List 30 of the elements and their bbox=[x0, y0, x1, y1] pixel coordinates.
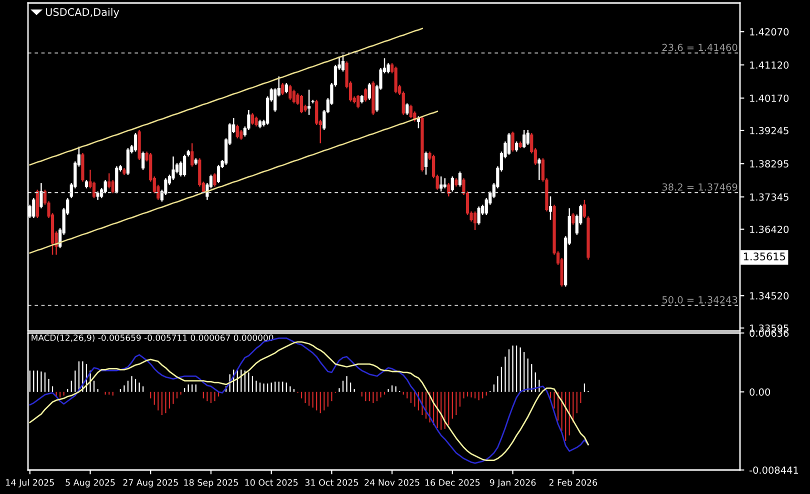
chart-title: USDCAD,Daily bbox=[46, 8, 120, 18]
x-tick-label: 18 Sep 2025 bbox=[184, 479, 238, 488]
ref-line-label: 50.0 = 1.34243 bbox=[662, 296, 738, 304]
x-tick-label: 10 Oct 2025 bbox=[245, 479, 298, 486]
y-tick-label: 1.40170 bbox=[750, 94, 789, 102]
y-tick-label: -0.008441 bbox=[750, 466, 798, 474]
y-tick-label: 0.00 bbox=[750, 388, 770, 396]
x-tick-label: 14 Jul 2025 bbox=[6, 479, 54, 488]
y-tick-label: 1.38295 bbox=[750, 160, 788, 168]
y-tick-label: 1.37345 bbox=[750, 193, 788, 201]
y-tick-label: 1.41120 bbox=[750, 61, 789, 69]
x-tick-label: 9 Jan 2026 bbox=[490, 479, 536, 488]
y-tick-label: 1.39245 bbox=[750, 126, 788, 134]
y-tick-label: 0.00636 bbox=[750, 329, 789, 337]
line-series bbox=[29, 110, 438, 254]
line-series bbox=[29, 28, 423, 166]
x-tick-label: 2 Feb 2026 bbox=[549, 479, 598, 486]
x-tick-label: 27 Aug 2025 bbox=[123, 479, 178, 488]
x-tick-label: 31 Oct 2025 bbox=[305, 479, 358, 486]
ref-line-label: 23.6 = 1.41460 bbox=[662, 44, 738, 52]
chart-title: MACD(12,26,9) -0.005659 -0.005711 0.000067 0.000000 bbox=[32, 334, 274, 342]
text: 1.35615 bbox=[744, 252, 786, 260]
x-tick-label: 5 Aug 2025 bbox=[66, 479, 115, 488]
y-tick-label: 1.34520 bbox=[750, 292, 789, 300]
x-tick-label: 24 Nov 2025 bbox=[364, 479, 420, 486]
y-tick-label: 1.42070 bbox=[750, 28, 789, 36]
y-tick-label: 1.36420 bbox=[750, 226, 789, 234]
ref-line-label: 38.2 = 1.37469 bbox=[662, 183, 738, 191]
x-tick-label: 16 Dec 2025 bbox=[425, 479, 480, 486]
y-tick-label: 1.33595 bbox=[750, 324, 788, 332]
